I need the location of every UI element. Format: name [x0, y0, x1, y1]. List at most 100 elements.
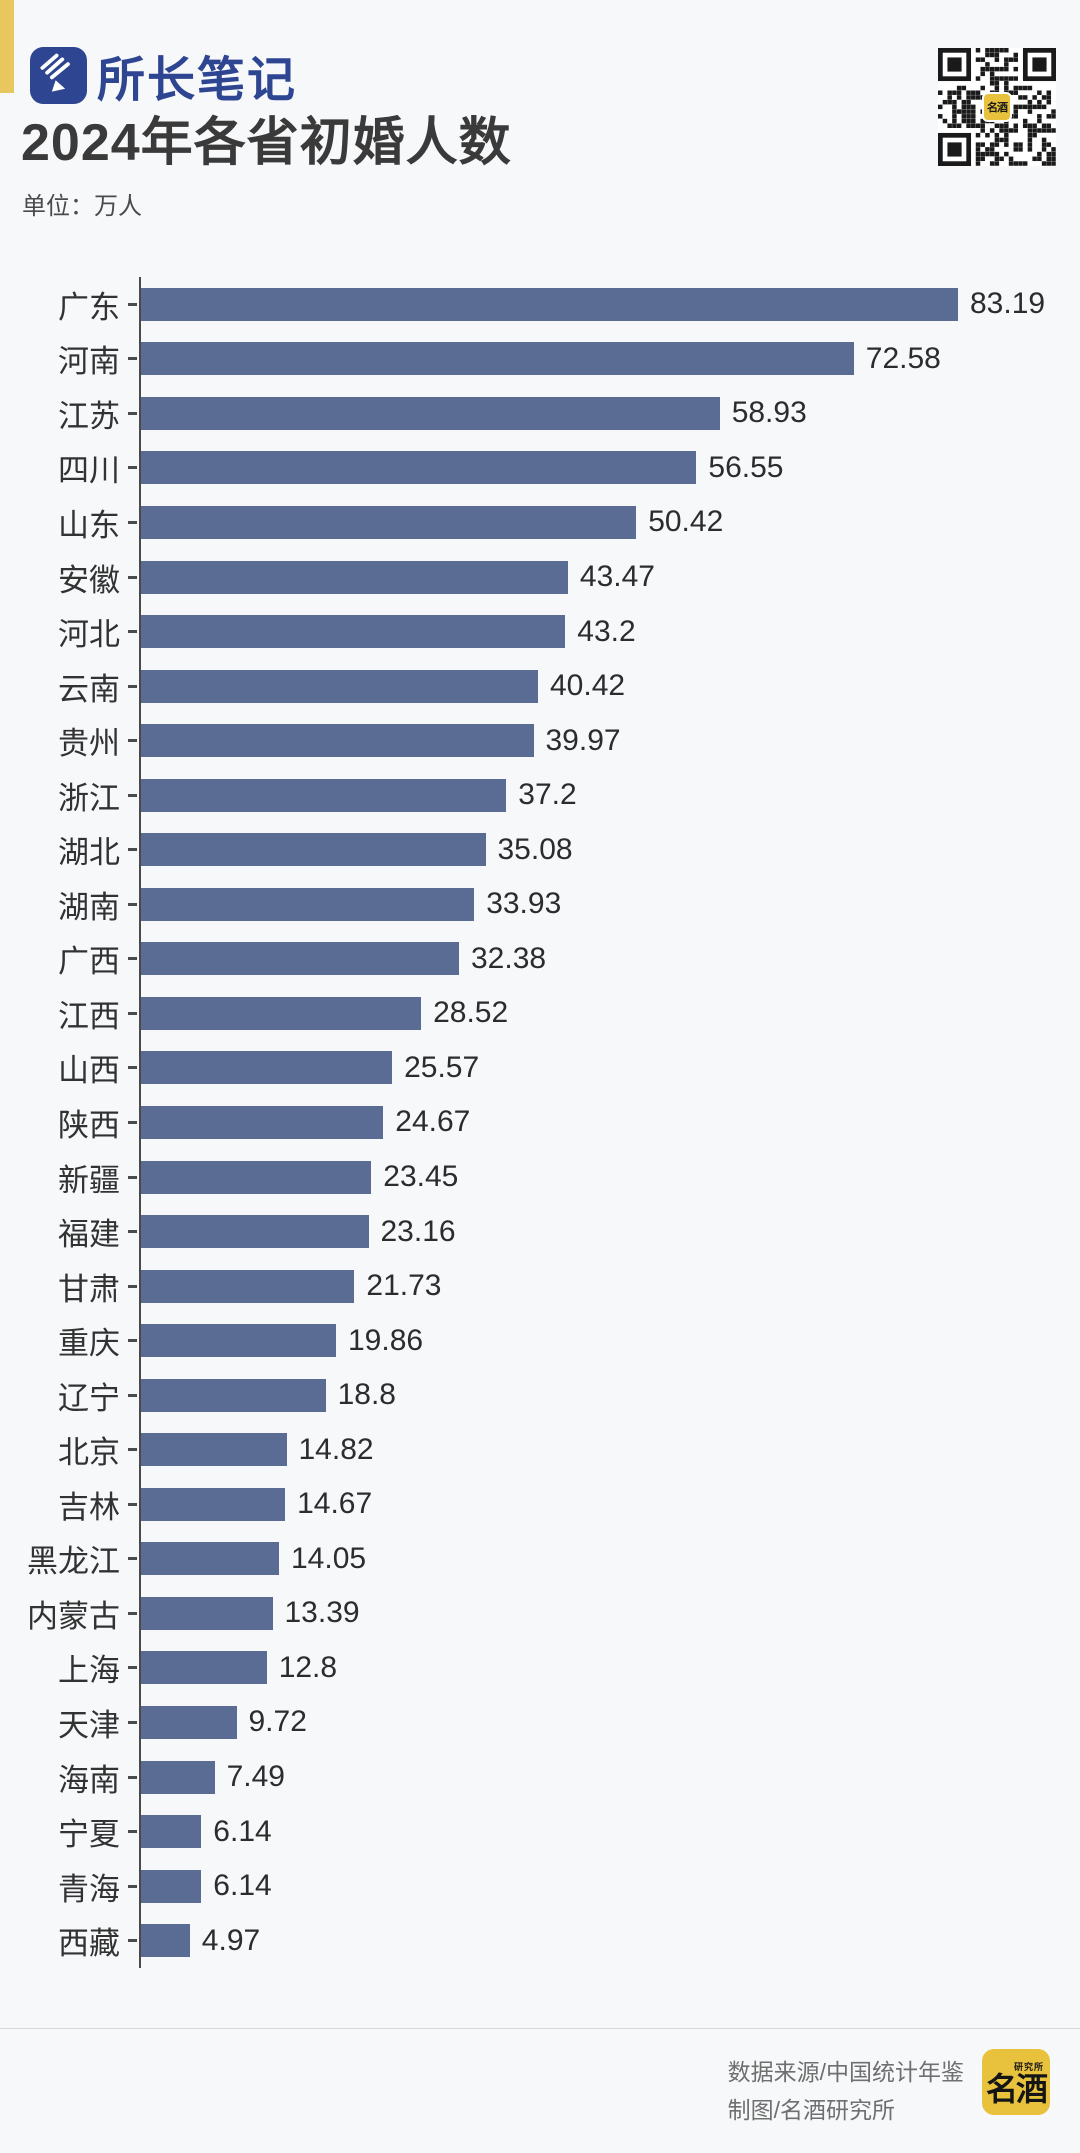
axis-tick-icon [128, 357, 137, 361]
chart-row: 天津 9.72 [0, 1695, 1080, 1750]
chart-row: 四川 56.55 [0, 441, 1080, 496]
chart-row: 广东 83.19 [0, 277, 1080, 332]
bar [141, 1705, 237, 1739]
chart-row: 福建 23.16 [0, 1204, 1080, 1259]
chart-row: 青海 6.14 [0, 1859, 1080, 1914]
province-label: 湖北 [58, 835, 120, 871]
bar [141, 1760, 215, 1794]
axis-tick-icon [128, 1884, 137, 1888]
value-label: 14.67 [297, 1487, 373, 1521]
value-label: 18.8 [337, 1378, 396, 1412]
qr-center-logo: 名酒 [982, 92, 1012, 122]
value-label: 4.97 [201, 1923, 261, 1957]
value-label: 72.58 [865, 341, 941, 375]
axis-tick-icon [128, 957, 137, 961]
bar [141, 1651, 267, 1685]
value-label: 23.45 [383, 1160, 459, 1194]
chart-row: 浙江 37.2 [0, 768, 1080, 823]
axis-tick-icon [128, 1011, 137, 1015]
value-label: 14.82 [298, 1432, 374, 1466]
axis-tick-icon [128, 902, 137, 906]
chart-row: 湖北 35.08 [0, 822, 1080, 877]
province-label: 山西 [58, 1053, 120, 1089]
value-label: 43.47 [579, 560, 655, 593]
bar [141, 505, 637, 539]
bar [141, 1542, 279, 1576]
bar [141, 1596, 273, 1630]
axis-tick-icon [128, 1557, 137, 1561]
bar [141, 996, 422, 1030]
axis-tick-icon [128, 575, 137, 579]
accent-bar [0, 0, 14, 93]
bar [141, 287, 958, 321]
value-label: 43.2 [577, 614, 636, 648]
axis-tick-icon [128, 848, 137, 852]
brand-pen-icon [30, 46, 87, 104]
axis-tick-icon [128, 1175, 137, 1179]
bar [141, 560, 568, 594]
axis-tick-icon [128, 1775, 137, 1779]
chart-row: 山西 25.57 [0, 1041, 1080, 1096]
brand-logo: 所长笔记 [30, 40, 297, 110]
value-label: 25.57 [404, 1050, 480, 1084]
chart-row: 贵州 39.97 [0, 713, 1080, 768]
bar [141, 1924, 190, 1958]
axis-tick-icon [128, 793, 137, 797]
axis-tick-icon [128, 630, 137, 634]
axis-tick-icon [128, 1830, 137, 1834]
bar [141, 669, 538, 703]
value-label: 13.39 [284, 1596, 360, 1630]
chart-rows: 广东 83.19 河南 72.58 江苏 58.93 四川 56.55 山东 50.42 安徽 43.… [0, 277, 1080, 1968]
value-label: 58.93 [731, 396, 807, 430]
province-label: 甘肃 [58, 1271, 120, 1307]
province-label: 上海 [58, 1653, 120, 1689]
axis-tick-icon [128, 1339, 137, 1343]
bar [141, 396, 720, 430]
value-label: 83.19 [970, 287, 1046, 321]
bar [141, 1815, 202, 1849]
province-label: 江苏 [58, 398, 120, 434]
bar [141, 724, 534, 758]
value-label: 6.14 [213, 1869, 272, 1903]
bar [141, 615, 566, 649]
province-label: 重庆 [58, 1326, 120, 1362]
value-label: 56.55 [708, 450, 784, 484]
province-label: 山东 [58, 507, 120, 543]
chart-axis [139, 277, 141, 1968]
province-label: 陕西 [58, 1107, 120, 1143]
axis-tick-icon [128, 684, 137, 688]
chart-row: 山东 50.42 [0, 495, 1080, 550]
value-label: 12.8 [278, 1650, 338, 1684]
chart-row: 湖南 33.93 [0, 877, 1080, 932]
province-label: 四川 [58, 453, 120, 489]
chart-row: 陕西 24.67 [0, 1095, 1080, 1150]
bar [141, 1105, 384, 1139]
chart-row: 吉林 14.67 [0, 1477, 1080, 1532]
chart-row: 重庆 19.86 [0, 1313, 1080, 1368]
province-label: 辽宁 [58, 1380, 120, 1416]
bar [141, 451, 697, 485]
qr-pattern [938, 48, 1056, 166]
bar [141, 1269, 355, 1303]
chart-row: 西藏 4.97 [0, 1913, 1080, 1968]
province-label: 青海 [58, 1871, 120, 1907]
province-label: 河南 [58, 344, 120, 380]
value-label: 19.86 [348, 1323, 424, 1357]
axis-tick-icon [128, 1502, 137, 1506]
bar [141, 1433, 287, 1467]
chart-row: 甘肃 21.73 [0, 1259, 1080, 1314]
footer-text: 数据来源/中国统计年鉴 制图/名酒研究所 [728, 2053, 964, 2129]
bar [141, 342, 854, 376]
chart-row: 宁夏 6.14 [0, 1804, 1080, 1859]
axis-tick-icon [128, 1611, 137, 1615]
axis-tick-icon [128, 1066, 137, 1070]
axis-tick-icon [128, 302, 137, 306]
province-label: 江西 [58, 998, 120, 1034]
province-label: 广西 [58, 944, 120, 980]
value-label: 39.97 [545, 723, 621, 757]
page-title: 2024年各省初婚人数 [21, 114, 512, 172]
axis-tick-icon [128, 1120, 137, 1124]
axis-tick-icon [128, 1393, 137, 1397]
axis-tick-icon [128, 1666, 137, 1670]
